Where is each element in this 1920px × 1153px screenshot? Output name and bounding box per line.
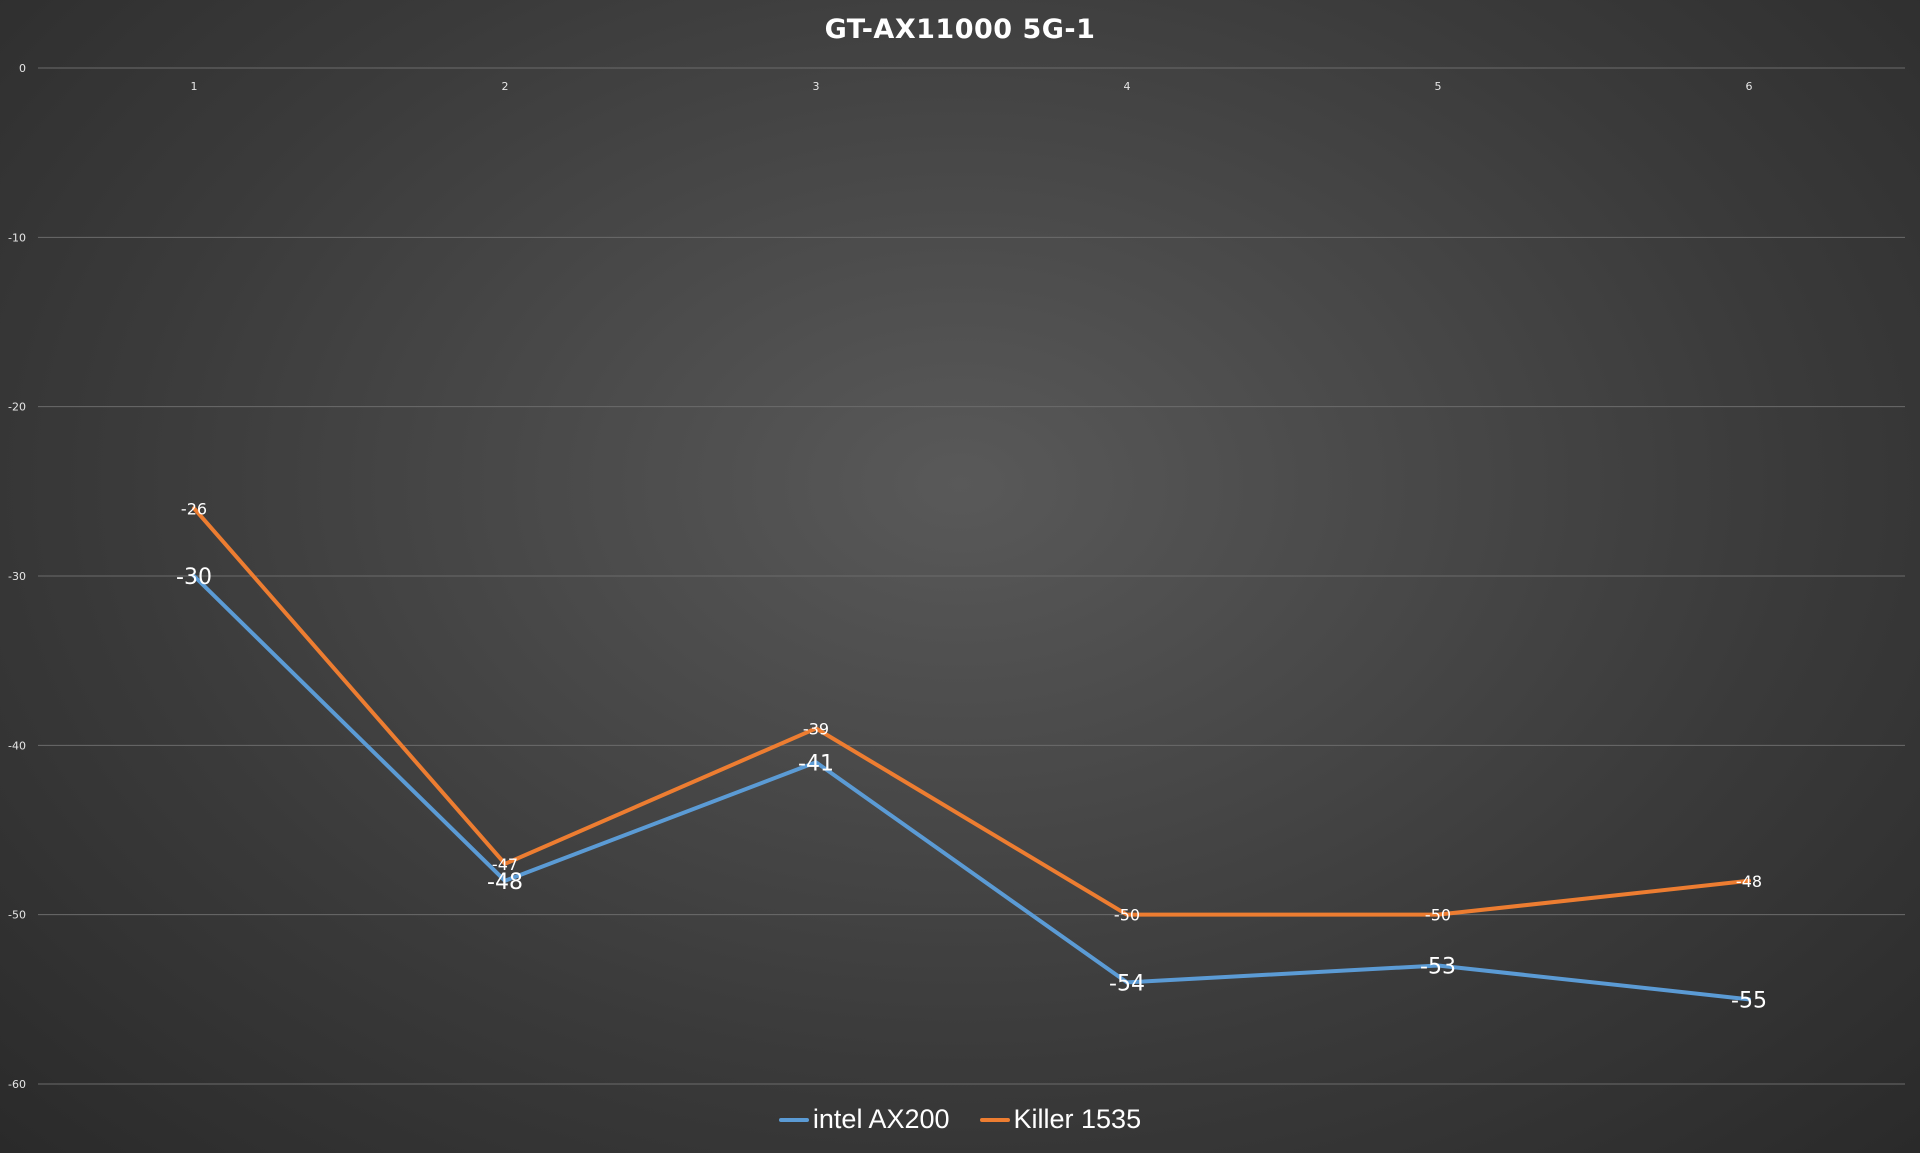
y-tick-label: -40 xyxy=(8,739,26,752)
x-tick-label: 4 xyxy=(1124,80,1131,93)
x-tick-label: 3 xyxy=(813,80,820,93)
data-label: -47 xyxy=(492,855,518,874)
y-tick-label: 0 xyxy=(19,62,26,75)
legend: intel AX200 Killer 1535 xyxy=(0,1104,1920,1135)
x-tick-label: 5 xyxy=(1435,80,1442,93)
chart-title: GT-AX11000 5G-1 xyxy=(824,14,1096,45)
series-line-killer-1535 xyxy=(192,506,1751,917)
legend-swatch xyxy=(979,1117,1010,1122)
x-tick-label: 2 xyxy=(502,80,509,93)
y-tick-label: -60 xyxy=(8,1078,26,1091)
data-label: -50 xyxy=(1114,906,1140,925)
x-tick-label: 6 xyxy=(1746,80,1753,93)
legend-item: Killer 1535 xyxy=(979,1104,1142,1135)
y-tick-label: -10 xyxy=(8,231,26,244)
legend-swatch xyxy=(778,1117,809,1122)
x-tick-label: 1 xyxy=(191,80,198,93)
data-label: -48 xyxy=(487,870,523,895)
y-tick-label: -30 xyxy=(8,570,26,583)
data-label: -41 xyxy=(798,751,834,776)
data-label: -26 xyxy=(181,499,207,518)
data-label: -48 xyxy=(1736,872,1762,891)
y-tick-label: -20 xyxy=(8,401,26,414)
data-label: -54 xyxy=(1109,971,1145,996)
legend-label: Killer 1535 xyxy=(1013,1104,1142,1134)
legend-label: intel AX200 xyxy=(812,1104,950,1134)
legend-item: intel AX200 xyxy=(778,1104,950,1135)
data-label: -50 xyxy=(1425,906,1451,925)
y-tick-label: -50 xyxy=(8,909,26,922)
data-label: -30 xyxy=(176,565,212,590)
data-label: -55 xyxy=(1731,988,1767,1013)
series-line-intel-ax200 xyxy=(192,574,1751,1002)
data-label: -53 xyxy=(1420,954,1456,979)
data-label: -39 xyxy=(803,719,829,738)
